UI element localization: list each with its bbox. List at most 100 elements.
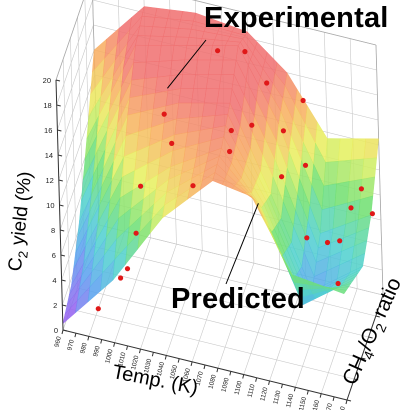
x-tick-label: 1040 [156, 361, 166, 377]
x-tick [126, 345, 129, 351]
surface-patch [212, 39, 228, 46]
y-tick-label: 8 [51, 226, 55, 235]
data-point [124, 266, 131, 272]
data-point [348, 205, 354, 211]
surface-patch [193, 74, 209, 89]
surface-patch [350, 138, 367, 161]
y-tick [62, 304, 67, 307]
z-axis-label-end: ratio [366, 274, 406, 326]
z-tick [346, 399, 352, 402]
surface-patch [208, 59, 224, 75]
surface-patch [178, 19, 194, 30]
x-tick-label: 970 [66, 339, 76, 352]
grid-line-floor-ratio [77, 287, 362, 359]
surface-patch [189, 102, 205, 119]
grid-line-floor-temp [295, 282, 332, 388]
z-tick [354, 378, 359, 381]
surface-patch [156, 60, 173, 78]
y-tick [57, 154, 63, 157]
x-tick [345, 399, 348, 405]
box-edge [191, 0, 377, 46]
x-tick [151, 352, 154, 357]
y-tick-label: 12 [45, 176, 53, 185]
data-point [190, 183, 196, 189]
grid-line-floor-temp [165, 250, 203, 356]
surface-patch [363, 138, 379, 160]
x-tick [203, 364, 206, 370]
x-tick-label: 1120 [259, 386, 269, 402]
surface-patch [167, 73, 183, 92]
grid-line-y [56, 0, 377, 106]
surface-patch [169, 59, 186, 76]
data-point [369, 211, 375, 217]
data-point [358, 186, 364, 192]
x-tick [61, 329, 64, 335]
surface-patch [141, 6, 158, 18]
surface-patch [150, 26, 166, 37]
surface-patch [222, 45, 239, 61]
y-tick-label: 14 [45, 151, 53, 160]
x-tick [332, 396, 335, 401]
x-tick-label: 960 [54, 335, 64, 348]
annotation-predicted: Predicted [171, 283, 305, 315]
x-tick [268, 380, 271, 386]
surface-patch [323, 160, 339, 187]
surface-patch [361, 157, 377, 180]
surface-patch [152, 17, 168, 28]
data-point [324, 239, 331, 246]
surface-patch [349, 158, 365, 182]
y-tick-label: 6 [52, 251, 56, 260]
y-tick-label: 4 [52, 276, 56, 285]
surface-patch [158, 45, 175, 62]
x-tick-label: 1080 [208, 374, 218, 390]
surface-patch [325, 138, 341, 163]
x-tick-label: 1030 [143, 358, 153, 374]
x-tick [229, 371, 232, 376]
y-tick-label: 10 [46, 201, 54, 210]
surface-patch [165, 18, 181, 29]
y-tick [59, 204, 64, 207]
surface-patch [146, 45, 162, 63]
x-tick-label: 1090 [220, 377, 230, 393]
surface-patch [137, 25, 153, 37]
surface-patch [338, 138, 354, 162]
z-tick [361, 357, 366, 360]
z-tick [382, 294, 388, 297]
surface-patch [171, 45, 188, 61]
data-point [161, 111, 167, 117]
box-edge [55, 0, 84, 81]
y-axis-label-sub: 2 [15, 250, 31, 259]
data-point [138, 183, 144, 189]
y-tick [57, 129, 62, 132]
y-tick-label: 16 [44, 126, 52, 135]
x-tick-label: 1010 [117, 351, 127, 367]
x-tick [113, 342, 116, 347]
x-tick-label: 1060 [182, 367, 192, 383]
surface-patch [154, 7, 171, 19]
data-point [249, 122, 255, 128]
surface-patch [144, 61, 160, 79]
surface-patch [218, 74, 235, 90]
surface-patch [216, 88, 233, 104]
x-tick [190, 361, 193, 366]
x-tick [306, 390, 309, 395]
data-point [95, 306, 101, 312]
x-tick [100, 339, 103, 344]
grid-line-floor-ratio [84, 266, 369, 338]
x-tick [164, 355, 167, 360]
surface-patch [163, 27, 179, 38]
y-tick [60, 254, 66, 257]
data-point [264, 80, 270, 86]
surface-patch [186, 37, 203, 46]
x-tick-label: 1050 [169, 364, 179, 380]
surface-patch [195, 59, 211, 75]
x-tick-label: 1170 [324, 402, 334, 410]
surface-patch [148, 35, 164, 46]
z-axis-line [346, 294, 384, 401]
grid-line-floor-ratio [70, 308, 355, 380]
data-point [118, 275, 124, 281]
annotation-experimental: Experimental [204, 2, 389, 34]
grid-line-floor-temp [191, 256, 229, 362]
